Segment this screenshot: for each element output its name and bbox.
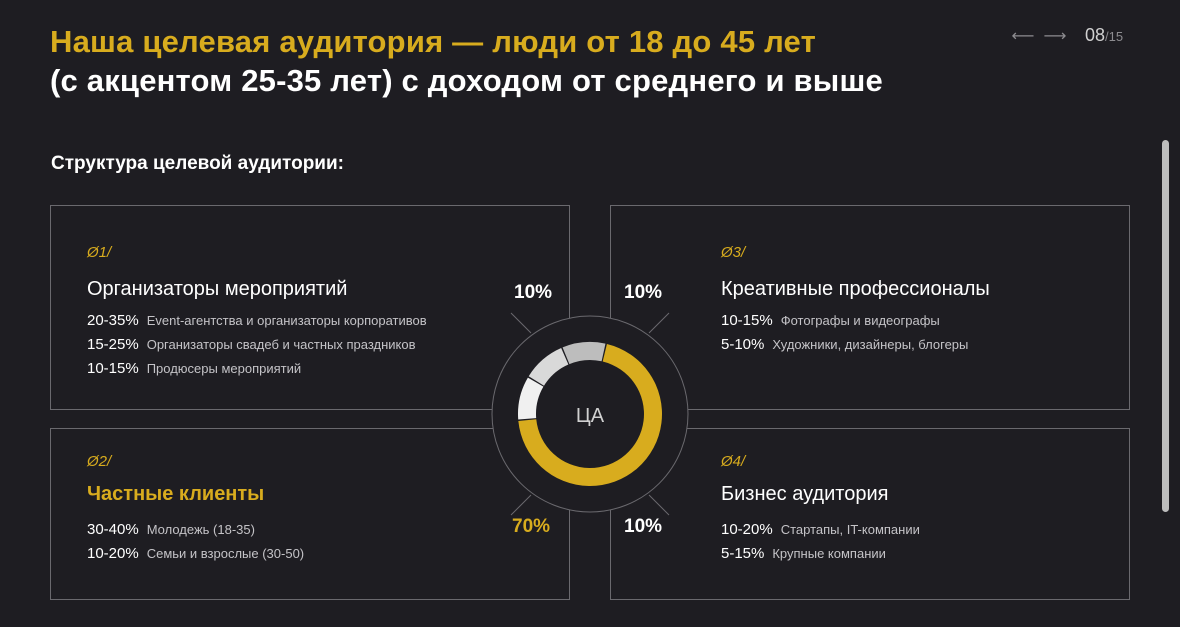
segment-item: 10-20% Семьи и взрослые (30-50) bbox=[87, 545, 304, 569]
section-subtitle: Структура целевой аудитории: bbox=[51, 153, 344, 174]
segment-title: Организаторы мероприятий bbox=[87, 278, 348, 300]
segment-number: Ø2/ bbox=[87, 453, 112, 470]
segment-card-private-clients: Ø2/ Частные клиенты 30-40% Молодежь (18-3… bbox=[50, 428, 570, 600]
segment-item: 5-10% Художники, дизайнеры, блогеры bbox=[721, 336, 968, 360]
item-description: Event-агентства и организаторы корпорати… bbox=[146, 313, 427, 328]
segment-item: 10-15% Фотографы и видеографы bbox=[721, 312, 968, 336]
item-percent: 10-20% bbox=[721, 521, 773, 538]
item-description: Фотографы и видеографы bbox=[780, 313, 940, 328]
segment-item: 10-20% Стартапы, IT-компании bbox=[721, 521, 920, 545]
segment-item: 20-35% Event-агентства и организаторы кор… bbox=[87, 312, 427, 336]
segment-item: 10-15% Продюсеры мероприятий bbox=[87, 360, 427, 384]
arrow-right-icon[interactable]: ⟶ bbox=[1043, 28, 1067, 45]
segment-item: 5-15% Крупные компании bbox=[721, 545, 920, 569]
item-percent: 10-15% bbox=[87, 360, 139, 377]
segment-title: Бизнес аудитория bbox=[721, 483, 889, 505]
page-title: Наша целевая аудитория — люди от 18 до 4… bbox=[50, 22, 883, 100]
item-description: Стартапы, IT-компании bbox=[780, 522, 920, 537]
item-percent: 15-25% bbox=[87, 336, 139, 353]
item-percent: 30-40% bbox=[87, 521, 139, 538]
segment-title: Частные клиенты bbox=[87, 483, 265, 505]
title-line-2: (с акцентом 25-35 лет) с доходом от сред… bbox=[50, 63, 883, 98]
item-description: Крупные компании bbox=[772, 546, 886, 561]
item-description: Организаторы свадеб и частных праздников bbox=[146, 337, 416, 352]
scrollbar[interactable] bbox=[1162, 140, 1169, 512]
item-percent: 20-35% bbox=[87, 312, 139, 329]
slide-nav: ⟵ ⟶ bbox=[1010, 26, 1074, 46]
segment-card-creative: Ø3/ Креативные профессионалы 10-15% Фотог… bbox=[610, 205, 1130, 410]
segment-items: 10-15% Фотографы и видеографы 5-10% Художн… bbox=[721, 312, 968, 360]
slice-label-private: 70% bbox=[512, 516, 551, 537]
segment-number: Ø1/ bbox=[87, 244, 112, 261]
segment-card-organizers: Ø1/ Организаторы мероприятий 20-35% Event… bbox=[50, 205, 570, 410]
slice-label-creative: 10% bbox=[624, 282, 663, 303]
segment-item: 15-25% Организаторы свадеб и частных праз… bbox=[87, 336, 427, 360]
segment-items: 30-40% Молодежь (18-35) 10-20% Семьи и взр… bbox=[87, 521, 304, 569]
slice-label-organizers: 10% bbox=[514, 282, 553, 303]
segment-items: 10-20% Стартапы, IT-компании 5-15% Крупные… bbox=[721, 521, 920, 569]
segment-title: Креативные профессионалы bbox=[721, 278, 990, 300]
segment-number: Ø3/ bbox=[721, 244, 746, 261]
item-description: Продюсеры мероприятий bbox=[146, 361, 302, 376]
segment-number: Ø4/ bbox=[721, 453, 746, 470]
item-description: Художники, дизайнеры, блогеры bbox=[772, 337, 969, 352]
item-percent: 10-20% bbox=[87, 545, 139, 562]
segment-card-business: Ø4/ Бизнес аудитория 10-20% Стартапы, IT-… bbox=[610, 428, 1130, 600]
segment-items: 20-35% Event-агентства и организаторы кор… bbox=[87, 312, 427, 384]
slice-label-business: 10% bbox=[624, 516, 663, 537]
arrow-left-icon[interactable]: ⟵ bbox=[1011, 28, 1035, 45]
item-percent: 5-15% bbox=[721, 545, 765, 562]
item-percent: 10-15% bbox=[721, 312, 773, 329]
item-percent: 5-10% bbox=[721, 336, 765, 353]
page-counter: 08/15 bbox=[1085, 25, 1123, 46]
segment-item: 30-40% Молодежь (18-35) bbox=[87, 521, 304, 545]
donut-center-label: ЦА bbox=[576, 405, 605, 427]
page-total: /15 bbox=[1105, 29, 1124, 44]
item-description: Молодежь (18-35) bbox=[146, 522, 255, 537]
title-line-1: Наша целевая аудитория — люди от 18 до 4… bbox=[50, 24, 816, 59]
item-description: Семьи и взрослые (30-50) bbox=[146, 546, 305, 561]
page-current: 08 bbox=[1085, 25, 1106, 45]
